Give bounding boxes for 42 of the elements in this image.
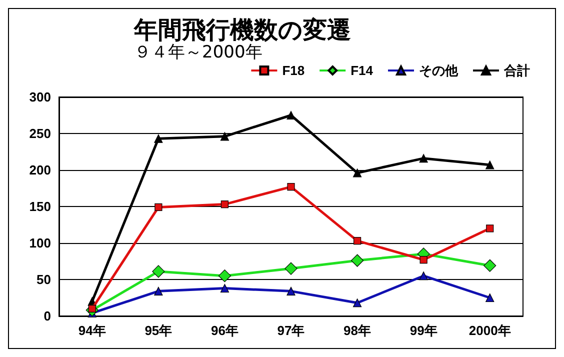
point xyxy=(419,154,428,163)
point xyxy=(353,237,362,245)
point xyxy=(486,293,494,302)
point xyxy=(486,224,494,232)
point xyxy=(352,168,362,178)
point xyxy=(220,200,229,208)
y-tick-label: 100 xyxy=(29,236,51,250)
point xyxy=(287,182,295,191)
point xyxy=(220,132,230,141)
y-tick-label: 250 xyxy=(29,126,51,141)
legend-label: 合計 xyxy=(503,63,530,78)
point xyxy=(352,298,362,308)
y-tick-label: 0 xyxy=(44,308,51,324)
point xyxy=(486,160,494,170)
point xyxy=(220,284,230,293)
x-tick-label: 97年 xyxy=(277,323,305,338)
point xyxy=(284,262,298,275)
legend-label: F18 xyxy=(282,63,305,78)
legend-label: その他 xyxy=(419,63,459,78)
point xyxy=(350,254,364,267)
x-tick-label: 96年 xyxy=(210,323,238,338)
y-tick-label: 200 xyxy=(29,162,51,178)
point xyxy=(154,286,163,296)
x-tick-label: 95年 xyxy=(144,323,172,338)
point xyxy=(152,265,165,278)
point xyxy=(218,270,232,282)
point xyxy=(154,134,163,143)
point xyxy=(420,256,428,264)
x-tick-label: 99年 xyxy=(410,323,438,338)
point xyxy=(419,272,428,280)
x-tick-label: 94年 xyxy=(78,323,106,338)
chart-subtitle: ９４年～2000年 xyxy=(134,42,262,62)
chart-title: 年間飛行機数の変遷 xyxy=(133,16,351,44)
point xyxy=(286,286,296,296)
y-tick-label: 50 xyxy=(36,272,51,287)
point xyxy=(154,203,162,212)
x-tick-label: 98年 xyxy=(344,323,372,338)
y-tick-label: 300 xyxy=(29,90,51,104)
y-tick-label: 150 xyxy=(29,199,51,214)
x-tick-label: 2000年 xyxy=(468,323,511,338)
point xyxy=(484,259,496,272)
legend-label: F14 xyxy=(350,63,374,78)
